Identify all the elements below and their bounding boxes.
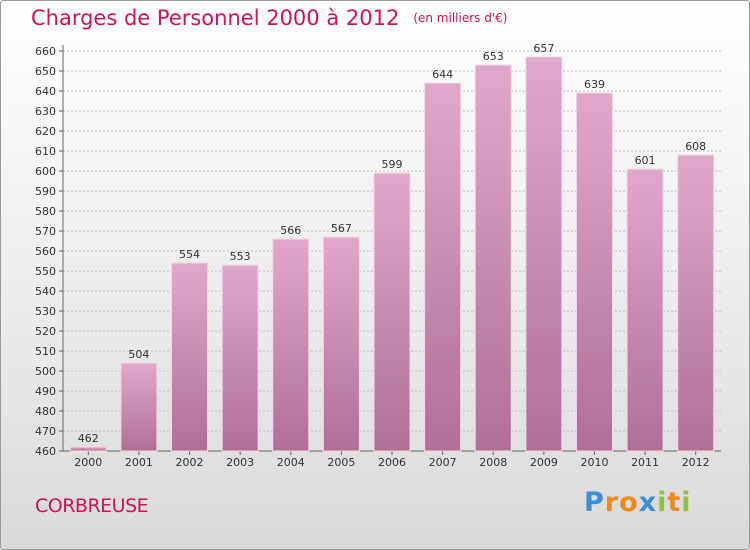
x-tick-label: 2005 — [327, 456, 355, 469]
x-tick-label: 2006 — [378, 456, 406, 469]
logo-letter: i — [657, 487, 668, 518]
bar — [322, 236, 360, 452]
bar-value-label: 504 — [128, 348, 149, 361]
bar — [575, 92, 613, 452]
logo-letter: P — [584, 487, 605, 518]
bar — [69, 446, 107, 452]
y-tick-label: 550 — [35, 265, 56, 278]
x-tick-label: 2010 — [580, 456, 608, 469]
bar-value-label: 644 — [432, 68, 453, 81]
bar-value-label: 554 — [179, 248, 200, 261]
x-tick-label: 2003 — [226, 456, 254, 469]
x-tick-label: 2011 — [631, 456, 659, 469]
y-tick-label: 620 — [35, 125, 56, 138]
labels: 460 470 480 490 500 510 520 530 540 550 560 570 580 5… — [35, 42, 710, 469]
bar-value-label: 462 — [78, 432, 99, 445]
title-row: Charges de Personnel 2000 à 2012 (en mill… — [31, 6, 507, 30]
bar — [424, 82, 462, 452]
bar-value-label: 599 — [382, 158, 403, 171]
y-tick-label: 570 — [35, 225, 56, 238]
y-tick-label: 470 — [35, 425, 56, 438]
x-tick-label: 2000 — [74, 456, 102, 469]
bar — [120, 362, 158, 452]
bar — [474, 64, 512, 452]
x-tick-label: 2004 — [277, 456, 305, 469]
y-tick-label: 590 — [35, 185, 56, 198]
logo-letter: x — [638, 487, 658, 518]
y-tick-label: 650 — [35, 65, 56, 78]
proxiti-logo: Proxiti — [584, 487, 692, 518]
y-tick-label: 660 — [35, 45, 56, 58]
y-tick-label: 460 — [35, 445, 56, 458]
x-tick-label: 2001 — [125, 456, 153, 469]
logo-letter: t — [667, 487, 682, 518]
y-tick-label: 500 — [35, 365, 56, 378]
x-tick-label: 2008 — [479, 456, 507, 469]
y-tick-label: 640 — [35, 85, 56, 98]
bar-value-label: 566 — [280, 224, 301, 237]
x-tick-label: 2002 — [176, 456, 204, 469]
logo-letter: i — [681, 487, 692, 518]
bar-value-label: 657 — [533, 42, 554, 55]
bar-value-label: 639 — [584, 78, 605, 91]
y-tick-label: 600 — [35, 165, 56, 178]
x-tick-label: 2009 — [530, 456, 558, 469]
logo-letter: o — [619, 487, 639, 518]
bar — [525, 56, 563, 452]
logo-letter: r — [604, 487, 620, 518]
y-tick-label: 490 — [35, 385, 56, 398]
chart-title: Charges de Personnel 2000 à 2012 — [31, 6, 400, 30]
bar-value-label: 601 — [635, 154, 656, 167]
bar — [626, 168, 664, 452]
bar-value-label: 653 — [483, 50, 504, 63]
bar — [677, 154, 715, 452]
bar-value-label: 567 — [331, 222, 352, 235]
bar — [373, 172, 411, 452]
bar — [272, 238, 310, 452]
x-tick-label: 2012 — [682, 456, 710, 469]
bars — [69, 56, 715, 452]
y-tick-label: 520 — [35, 325, 56, 338]
bar — [221, 264, 259, 452]
x-tick-label: 2007 — [429, 456, 457, 469]
location-name: CORBREUSE — [35, 495, 149, 517]
y-tick-label: 610 — [35, 145, 56, 158]
y-tick-label: 480 — [35, 405, 56, 418]
bar-value-label: 608 — [685, 140, 706, 153]
y-tick-label: 530 — [35, 305, 56, 318]
y-tick-label: 560 — [35, 245, 56, 258]
bar-value-label: 553 — [230, 250, 251, 263]
chart-subtitle: (en milliers d'€) — [413, 11, 508, 25]
bar — [171, 262, 209, 452]
y-tick-label: 580 — [35, 205, 56, 218]
y-tick-label: 510 — [35, 345, 56, 358]
y-tick-label: 540 — [35, 285, 56, 298]
y-tick-label: 630 — [35, 105, 56, 118]
